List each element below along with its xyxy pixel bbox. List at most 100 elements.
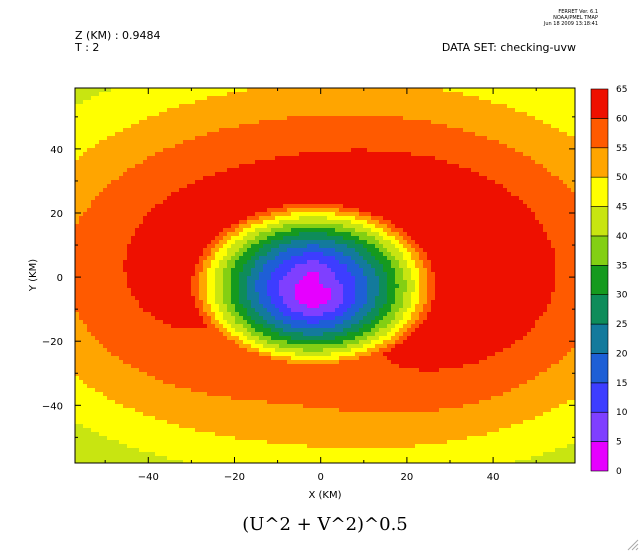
field-cell [267,148,272,153]
field-cell [219,184,224,189]
field-cell [83,216,88,221]
field-cell [551,96,556,101]
field-cell [95,100,100,105]
field-cell [75,88,80,93]
field-cell [563,196,568,201]
field-cell [447,232,452,237]
field-cell [367,152,372,157]
field-cell [403,116,408,121]
field-cell [199,152,204,157]
field-cell [427,112,432,117]
field-cell [567,192,572,197]
field-cell [507,120,512,125]
field-cell [243,232,248,237]
field-cell [307,236,312,241]
field-cell [487,244,492,249]
field-cell [319,212,324,217]
field-cell [363,160,368,165]
field-cell [191,108,196,113]
field-cell [283,104,288,109]
field-cell [419,216,424,221]
field-cell [239,176,244,181]
field-cell [335,216,340,221]
field-cell [399,148,404,153]
field-cell [419,128,424,133]
field-cell [351,192,356,197]
field-cell [211,240,216,245]
field-cell [491,216,496,221]
field-cell [495,220,500,225]
field-cell [399,184,404,189]
field-cell [455,168,460,173]
field-cell [191,168,196,173]
field-cell [407,120,412,125]
field-cell [471,112,476,117]
field-cell [479,152,484,157]
field-cell [303,108,308,113]
field-cell [195,232,200,237]
field-cell [107,216,112,221]
field-cell [323,208,328,213]
field-cell [99,116,104,121]
field-cell [335,176,340,181]
field-cell [355,108,360,113]
field-cell [203,96,208,101]
field-cell [311,228,316,233]
field-cell [255,140,260,145]
field-cell [559,228,564,233]
field-cell [555,112,560,117]
field-cell [303,92,308,97]
field-cell [143,160,148,165]
field-cell [331,200,336,205]
field-cell [563,204,568,209]
field-cell [91,236,96,241]
field-cell [331,92,336,97]
field-cell [495,224,500,229]
field-cell [203,144,208,149]
field-cell [343,156,348,161]
field-cell [223,240,228,245]
field-cell [159,216,164,221]
field-cell [103,220,108,225]
field-cell [499,212,504,217]
field-cell [167,244,172,249]
field-cell [175,116,180,121]
field-cell [567,124,572,129]
field-cell [131,92,136,97]
field-cell [531,140,536,145]
field-cell [351,136,356,141]
field-cell [287,136,292,141]
field-cell [155,244,160,249]
field-cell [291,156,296,161]
field-cell [95,172,100,177]
field-cell [511,188,516,193]
field-cell [523,172,528,177]
field-cell [255,96,260,101]
field-cell [375,192,380,197]
field-cell [159,176,164,181]
field-cell [527,116,532,121]
field-cell [511,88,516,93]
field-cell [567,200,572,205]
field-cell [255,120,260,125]
field-cell [547,128,552,133]
field-cell [191,224,196,229]
field-cell [263,112,268,117]
field-cell [315,224,320,229]
field-cell [451,120,456,125]
field-cell [235,148,240,153]
field-cell [199,104,204,109]
field-cell [407,108,412,113]
field-cell [283,172,288,177]
field-cell [147,132,152,137]
field-cell [159,188,164,193]
field-cell [211,88,216,93]
field-cell [303,216,308,221]
field-cell [155,164,160,169]
field-cell [435,216,440,221]
field-cell [359,204,364,209]
field-cell [539,116,544,121]
field-cell [507,100,512,105]
field-cell [243,128,248,133]
field-cell [195,128,200,133]
